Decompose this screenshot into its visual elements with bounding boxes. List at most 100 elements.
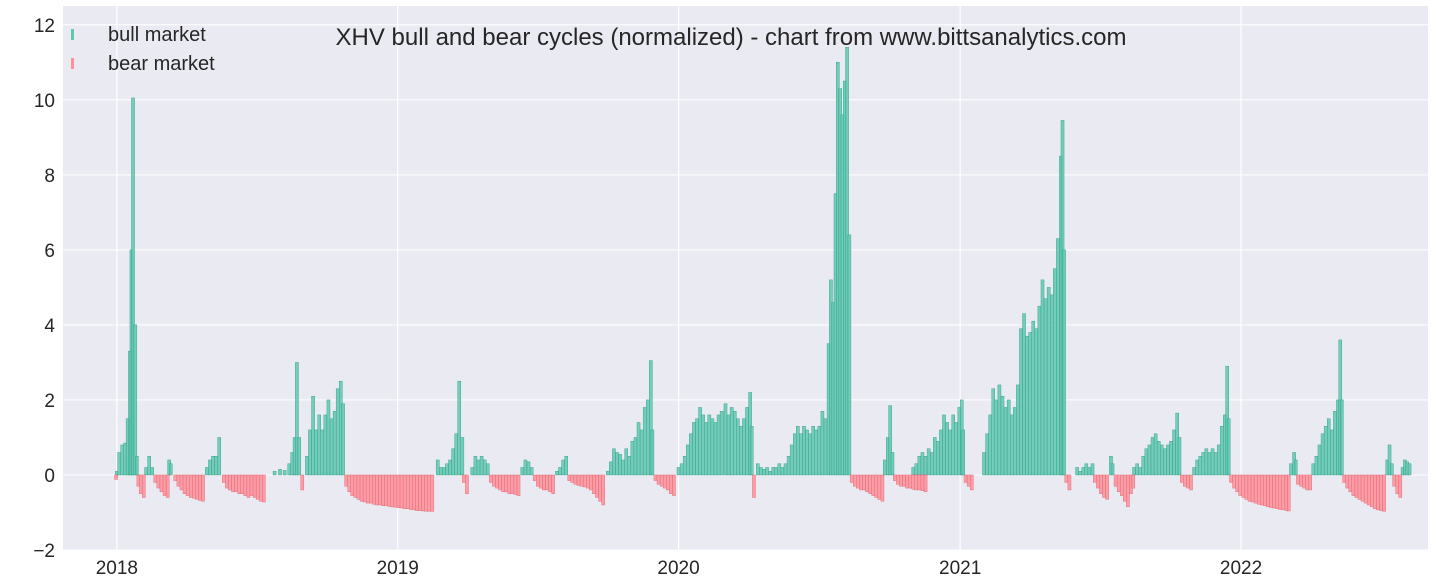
bull-bar xyxy=(933,437,937,476)
bull-bar xyxy=(205,467,209,476)
bear-bar xyxy=(586,474,590,489)
bear-bar xyxy=(1064,474,1069,483)
bull-bar xyxy=(732,410,737,476)
bull-bar xyxy=(1037,305,1042,476)
bull-bar xyxy=(982,452,986,476)
bear-bar xyxy=(262,474,266,503)
bear-bar xyxy=(356,474,361,500)
bull-bar xyxy=(295,362,299,476)
bull-bar xyxy=(847,234,852,476)
bear-bar xyxy=(390,474,395,508)
bull-bar xyxy=(811,425,815,476)
bear-bar xyxy=(405,474,410,509)
bear-bar xyxy=(182,474,187,494)
bull-bar xyxy=(692,422,696,476)
bull-bar xyxy=(676,467,681,476)
bear-bar xyxy=(1116,474,1121,493)
bull-bar xyxy=(439,467,443,476)
bear-bar xyxy=(539,474,543,489)
bear-bar xyxy=(156,474,161,489)
bear-bar xyxy=(1354,474,1359,498)
bull-bar xyxy=(1078,471,1082,476)
bear-bar xyxy=(495,474,499,489)
bear-bar xyxy=(176,474,181,487)
y-tick-label: 12 xyxy=(34,16,55,37)
bear-bar xyxy=(567,474,572,481)
bear-bar xyxy=(142,474,146,498)
bull-bar xyxy=(144,467,148,476)
bull-bar xyxy=(1169,441,1173,476)
bull-bar xyxy=(457,380,462,476)
bull-bar xyxy=(320,429,325,476)
bear-bar xyxy=(601,474,605,506)
bear-bar xyxy=(920,474,925,491)
bull-bar xyxy=(1192,467,1196,476)
bull-bar xyxy=(762,469,766,476)
bear-bar xyxy=(1395,474,1399,494)
bull-bar xyxy=(150,467,154,476)
bull-bar xyxy=(1040,279,1045,476)
bull-bar xyxy=(1407,463,1412,476)
bear-bar xyxy=(969,474,974,491)
bull-bar xyxy=(621,459,625,476)
bear-bar xyxy=(421,474,425,512)
bear-bar xyxy=(923,474,928,493)
bear-bar xyxy=(902,474,906,487)
bull-bar xyxy=(131,97,135,476)
bull-bar xyxy=(1220,425,1224,476)
bear-bar xyxy=(551,474,555,494)
bull-bar xyxy=(805,429,809,476)
bear-bar xyxy=(1360,474,1365,502)
bull-bar xyxy=(771,467,775,476)
bear-bar xyxy=(188,474,193,498)
bull-bar xyxy=(564,456,568,476)
bear-bar xyxy=(659,474,664,487)
bull-bar xyxy=(1019,328,1023,476)
bear-bar xyxy=(234,474,238,493)
bull-bar xyxy=(308,429,312,476)
bear-bar xyxy=(1183,474,1187,487)
bull-bar xyxy=(698,407,702,476)
bull-bar xyxy=(823,418,828,476)
bull-bar xyxy=(1046,287,1051,476)
bear-bar xyxy=(1263,474,1267,506)
bear-bar xyxy=(1250,474,1255,503)
bear-bar xyxy=(1376,474,1380,511)
bear-bar xyxy=(1269,474,1273,508)
bear-bar xyxy=(911,474,915,490)
bear-bar xyxy=(246,474,251,498)
bull-bar xyxy=(650,429,655,476)
bull-bar xyxy=(1153,433,1158,476)
bear-bar xyxy=(859,474,863,491)
bear-bar xyxy=(1235,474,1239,493)
bull-bar xyxy=(1195,459,1199,476)
bear-bar xyxy=(1299,474,1303,487)
bear-bar xyxy=(966,474,971,487)
bull-bar xyxy=(639,429,644,476)
bear-bar xyxy=(192,474,196,499)
bull-bar xyxy=(451,448,455,476)
bear-bar xyxy=(1392,474,1396,487)
bull-bar xyxy=(1022,313,1026,476)
bear-bar xyxy=(222,474,226,483)
bull-bar xyxy=(749,425,754,476)
bear-bar xyxy=(430,474,435,512)
bear-bar xyxy=(399,474,404,509)
bear-bar xyxy=(415,474,419,511)
bull-bar xyxy=(1226,418,1231,476)
bull-bar xyxy=(1028,332,1032,476)
bear-bar xyxy=(963,474,968,483)
bull-bar xyxy=(555,471,559,476)
bull-bar xyxy=(1327,418,1331,476)
bear-bar xyxy=(504,474,508,493)
bull-bar xyxy=(1138,467,1142,476)
bull-bar xyxy=(341,403,345,476)
bear-bar xyxy=(914,474,919,491)
x-axis-ticks: 2018 2019 2020 2021 2022 xyxy=(96,558,1262,579)
bull-bar xyxy=(1150,437,1155,476)
bear-bar xyxy=(237,474,241,494)
bear-bar xyxy=(179,474,184,491)
bull-bar xyxy=(1006,399,1011,476)
bull-bar xyxy=(786,456,791,476)
